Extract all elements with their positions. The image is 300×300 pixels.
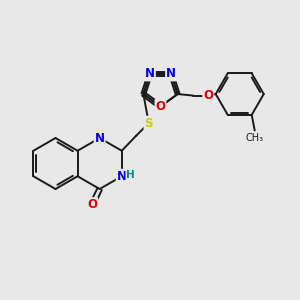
Text: N: N (117, 170, 127, 183)
Text: N: N (145, 68, 155, 80)
Text: O: O (203, 89, 213, 102)
Text: CH₃: CH₃ (246, 134, 264, 143)
Text: O: O (155, 100, 166, 113)
Text: N: N (95, 131, 105, 145)
Text: S: S (145, 117, 153, 130)
Text: N: N (166, 68, 176, 80)
Text: O: O (87, 198, 97, 211)
Text: H: H (126, 170, 135, 180)
